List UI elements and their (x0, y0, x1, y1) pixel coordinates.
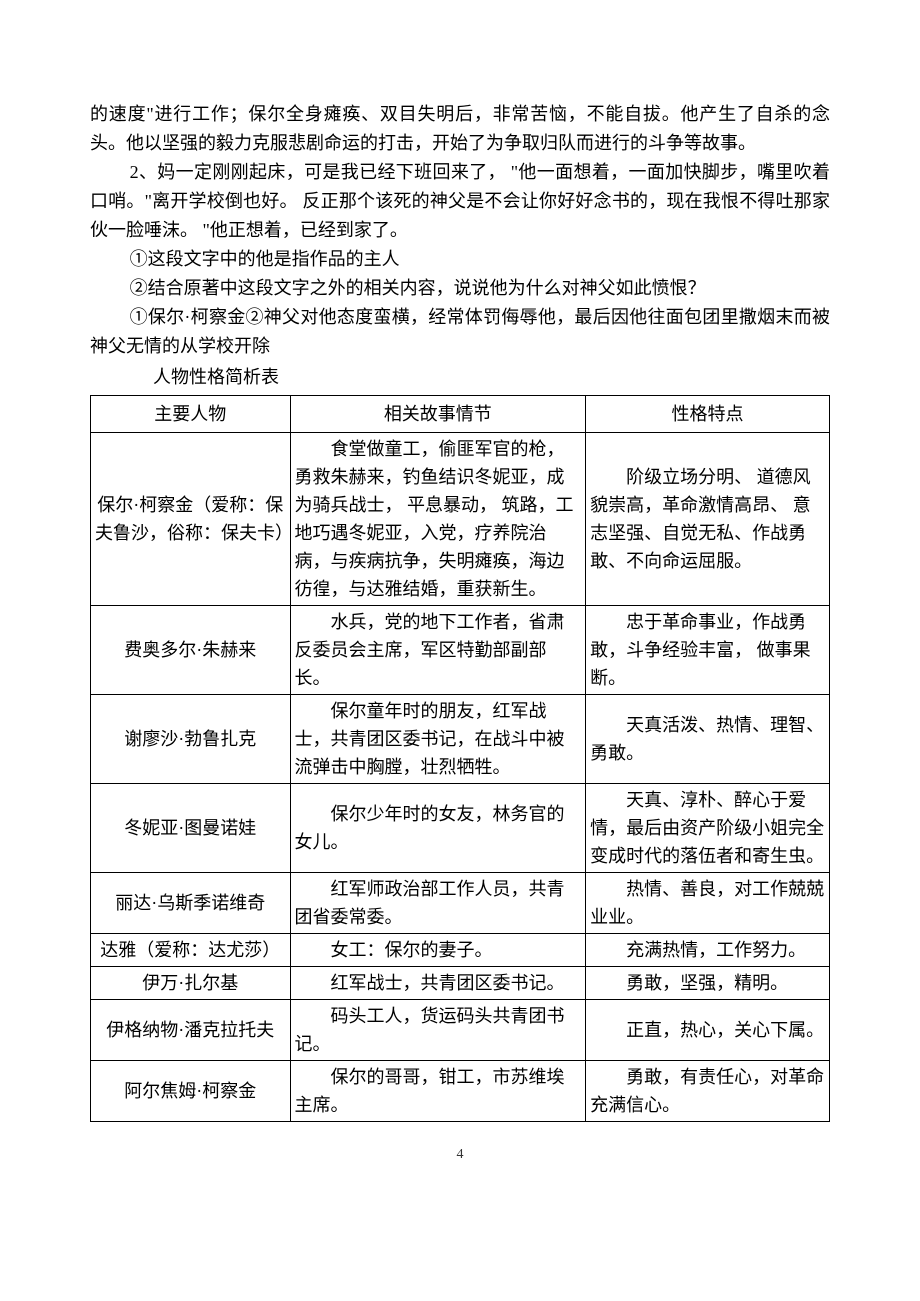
paragraph-3: ①这段文字中的他是指作品的主人 (90, 245, 830, 274)
cell-name: 保尔·柯察金（爱称：保夫鲁沙，俗称：保夫卡） (91, 433, 291, 606)
paragraph-2: 2、妈一定刚刚起床，可是我已经下班回来了， "他一面想着，一面加快脚步，嘴里吹着… (90, 158, 830, 245)
cell-trait: 正直，热心，关心下属。 (586, 1000, 830, 1061)
header-name: 主要人物 (91, 396, 291, 433)
table-row: 伊万·扎尔基 红军战士，共青团区委书记。 勇敢，坚强，精明。 (91, 967, 830, 1000)
header-trait: 性格特点 (586, 396, 830, 433)
cell-name: 阿尔焦姆·柯察金 (91, 1061, 291, 1122)
cell-name: 达雅（爱称：达尤莎） (91, 934, 291, 967)
cell-trait: 勇敢，坚强，精明。 (586, 967, 830, 1000)
cell-story: 保尔童年时的朋友，红军战士，共青团区委书记，在战斗中被流弹击中胸膛，壮烈牺牲。 (290, 695, 586, 784)
cell-story: 保尔少年时的女友，林务官的女儿。 (290, 784, 586, 873)
paragraph-1: 的速度"进行工作；保尔全身瘫痪、双目失明后，非常苦恼，不能自拔。他产生了自杀的念… (90, 100, 830, 158)
cell-name: 谢廖沙·勃鲁扎克 (91, 695, 291, 784)
cell-trait: 阶级立场分明、 道德风貌崇高，革命激情高昂、 意志坚强、自觉无私、作战勇敢、不向… (586, 433, 830, 606)
cell-name: 冬妮亚·图曼诺娃 (91, 784, 291, 873)
table-row: 保尔·柯察金（爱称：保夫鲁沙，俗称：保夫卡） 食堂做童工，偷匪军官的枪，勇救朱赫… (91, 433, 830, 606)
cell-name: 伊万·扎尔基 (91, 967, 291, 1000)
table-row: 阿尔焦姆·柯察金 保尔的哥哥，钳工，市苏维埃主席。 勇敢，有责任心，对革命充满信… (91, 1061, 830, 1122)
cell-trait: 勇敢，有责任心，对革命充满信心。 (586, 1061, 830, 1122)
cell-story: 保尔的哥哥，钳工，市苏维埃主席。 (290, 1061, 586, 1122)
table-row: 费奥多尔·朱赫来 水兵，党的地下工作者，省肃反委员会主席，军区特勤部副部长。 忠… (91, 606, 830, 695)
cell-story: 食堂做童工，偷匪军官的枪，勇救朱赫来，钓鱼结识冬妮亚，成为骑兵战士， 平息暴动，… (290, 433, 586, 606)
cell-trait: 天真、淳朴、醉心于爱情，最后由资产阶级小姐完全变成时代的落伍者和寄生虫。 (586, 784, 830, 873)
cell-trait: 天真活泼、热情、理智、勇敢。 (586, 695, 830, 784)
paragraph-5: ①保尔·柯察金②神父对他态度蛮横，经常体罚侮辱他，最后因他往面包团里撒烟末而被神… (90, 303, 830, 361)
cell-story: 红军师政治部工作人员，共青团省委常委。 (290, 873, 586, 934)
table-header-row: 主要人物 相关故事情节 性格特点 (91, 396, 830, 433)
cell-story: 码头工人，货运码头共青团书记。 (290, 1000, 586, 1061)
table-row: 伊格纳物·潘克拉托夫 码头工人，货运码头共青团书记。 正直，热心，关心下属。 (91, 1000, 830, 1061)
cell-trait: 忠于革命事业，作战勇敢，斗争经验丰富， 做事果断。 (586, 606, 830, 695)
cell-story: 水兵，党的地下工作者，省肃反委员会主席，军区特勤部副部长。 (290, 606, 586, 695)
table-title: 人物性格简析表 (90, 363, 830, 392)
table-row: 谢廖沙·勃鲁扎克 保尔童年时的朋友，红军战士，共青团区委书记，在战斗中被流弹击中… (91, 695, 830, 784)
cell-name: 丽达·乌斯季诺维奇 (91, 873, 291, 934)
table-row: 达雅（爱称：达尤莎） 女工：保尔的妻子。 充满热情，工作努力。 (91, 934, 830, 967)
cell-story: 女工：保尔的妻子。 (290, 934, 586, 967)
cell-story: 红军战士，共青团区委书记。 (290, 967, 586, 1000)
table-body: 保尔·柯察金（爱称：保夫鲁沙，俗称：保夫卡） 食堂做童工，偷匪军官的枪，勇救朱赫… (91, 433, 830, 1122)
page-number: 4 (90, 1147, 830, 1163)
table-row: 冬妮亚·图曼诺娃 保尔少年时的女友，林务官的女儿。 天真、淳朴、醉心于爱情，最后… (91, 784, 830, 873)
character-table: 主要人物 相关故事情节 性格特点 保尔·柯察金（爱称：保夫鲁沙，俗称：保夫卡） … (90, 395, 830, 1122)
table-row: 丽达·乌斯季诺维奇 红军师政治部工作人员，共青团省委常委。 热情、善良，对工作兢… (91, 873, 830, 934)
cell-name: 费奥多尔·朱赫来 (91, 606, 291, 695)
cell-trait: 热情、善良，对工作兢兢业业。 (586, 873, 830, 934)
cell-name: 伊格纳物·潘克拉托夫 (91, 1000, 291, 1061)
cell-trait: 充满热情，工作努力。 (586, 934, 830, 967)
document-content: 的速度"进行工作；保尔全身瘫痪、双目失明后，非常苦恼，不能自拔。他产生了自杀的念… (90, 100, 830, 1163)
header-story: 相关故事情节 (290, 396, 586, 433)
paragraph-4: ②结合原著中这段文字之外的相关内容，说说他为什么对神父如此愤恨？ (90, 274, 830, 303)
